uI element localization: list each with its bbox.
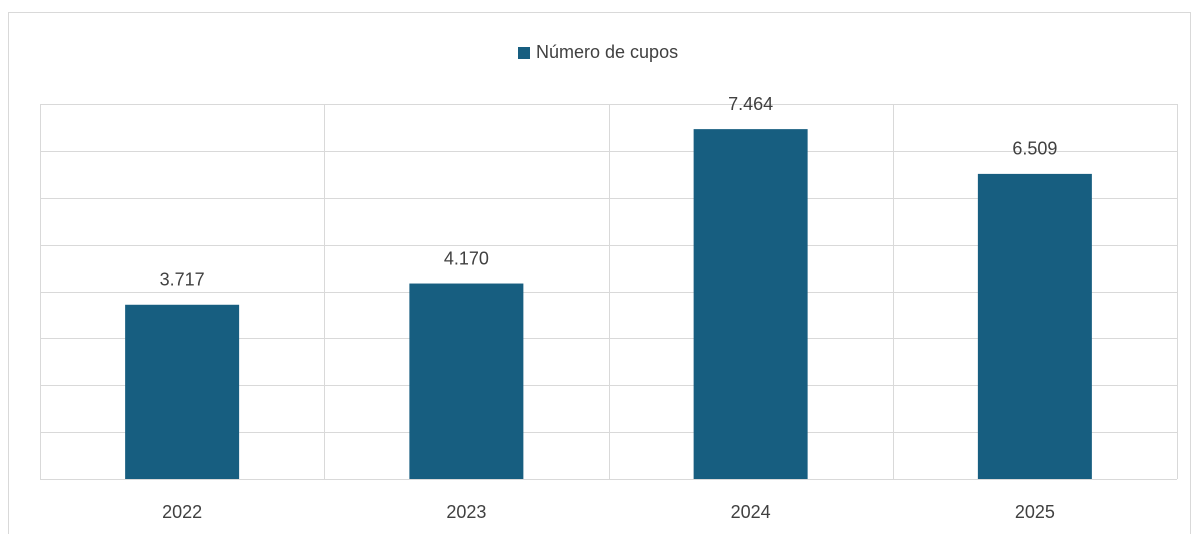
data-label: 7.464: [728, 94, 773, 114]
bar: [125, 304, 240, 479]
data-label: 6.509: [1012, 139, 1057, 159]
chart-border: [8, 12, 1191, 534]
bar: [409, 283, 524, 479]
bar: [977, 173, 1092, 479]
data-label: 3.717: [160, 270, 205, 290]
bar: [693, 129, 808, 479]
data-label: 4.170: [444, 248, 489, 268]
legend-label: Número de cupos: [536, 42, 678, 62]
legend-swatch: [518, 47, 530, 59]
x-tick-label: 2024: [731, 502, 771, 522]
x-tick-label: 2022: [162, 502, 202, 522]
x-tick-label: 2025: [1015, 502, 1055, 522]
x-tick-label: 2023: [446, 502, 486, 522]
